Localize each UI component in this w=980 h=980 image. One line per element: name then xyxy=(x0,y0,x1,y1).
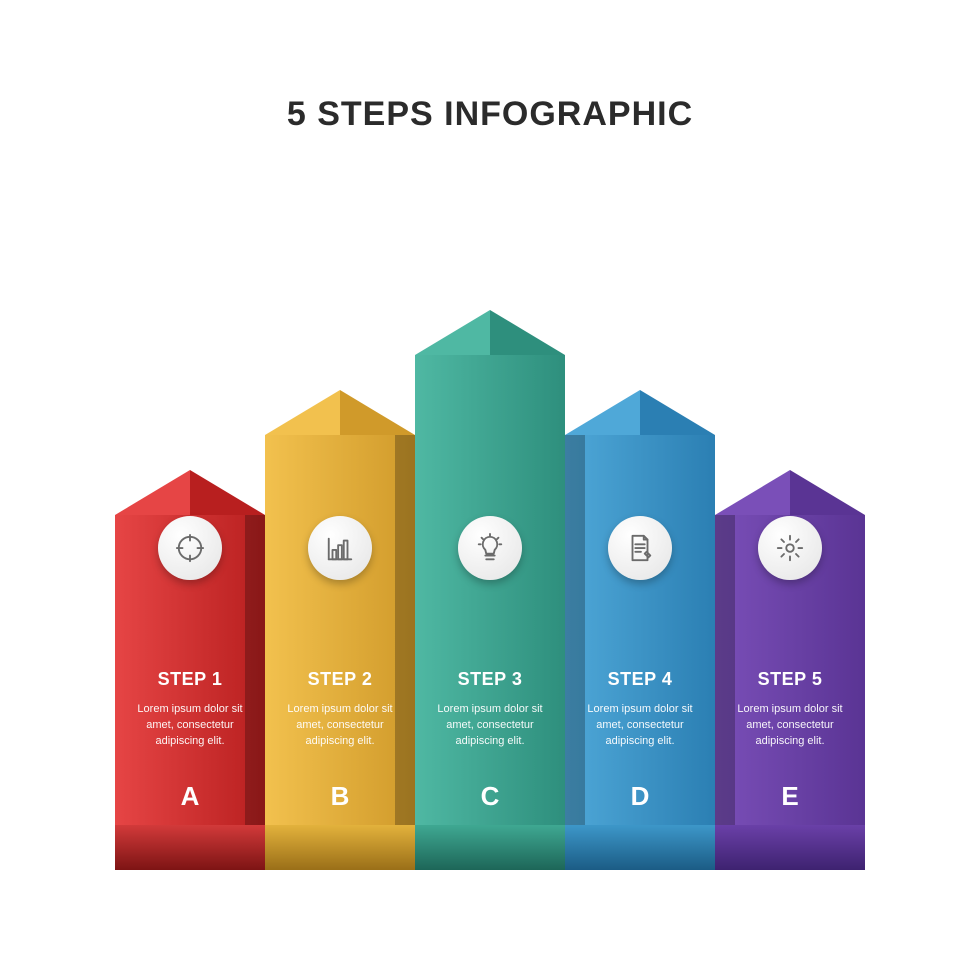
arrow-fold xyxy=(565,825,715,870)
step-column-d: STEP 4 Lorem ipsum dolor sit amet, consec… xyxy=(565,390,715,870)
step-description: Lorem ipsum dolor sit amet, consectetur … xyxy=(579,702,701,750)
step-letter: E xyxy=(715,781,865,812)
step-column-a: STEP 1 Lorem ipsum dolor sit amet, consec… xyxy=(115,470,265,870)
step-content: STEP 5 Lorem ipsum dolor sit amet, consec… xyxy=(715,669,865,750)
overlap-shadow xyxy=(565,435,585,825)
arrow-fold xyxy=(265,825,415,870)
arrow-shaft xyxy=(265,435,415,825)
arrow-head xyxy=(265,390,415,435)
overlap-shadow xyxy=(395,435,415,825)
arrow-head xyxy=(565,390,715,435)
step-column-c: STEP 3 Lorem ipsum dolor sit amet, consec… xyxy=(415,310,565,870)
step-content: STEP 1 Lorem ipsum dolor sit amet, consec… xyxy=(115,669,265,750)
arrow-fold xyxy=(115,825,265,870)
bar-chart-icon xyxy=(308,516,372,580)
infographic-canvas: 5 STEPS INFOGRAPHIC STEP 1 Lorem ipsum do… xyxy=(0,0,980,980)
step-description: Lorem ipsum dolor sit amet, consectetur … xyxy=(429,702,551,750)
step-label: STEP 2 xyxy=(279,669,401,690)
step-content: STEP 3 Lorem ipsum dolor sit amet, consec… xyxy=(415,669,565,750)
document-icon xyxy=(608,516,672,580)
step-letter: B xyxy=(265,781,415,812)
step-letter: A xyxy=(115,781,265,812)
step-label: STEP 5 xyxy=(729,669,851,690)
step-content: STEP 2 Lorem ipsum dolor sit amet, consec… xyxy=(265,669,415,750)
step-letter: C xyxy=(415,781,565,812)
columns-container: STEP 1 Lorem ipsum dolor sit amet, consec… xyxy=(115,220,865,870)
arrow-shaft xyxy=(415,355,565,825)
step-description: Lorem ipsum dolor sit amet, consectetur … xyxy=(729,702,851,750)
arrow-head xyxy=(715,470,865,515)
step-column-b: STEP 2 Lorem ipsum dolor sit amet, consec… xyxy=(265,390,415,870)
arrow-fold xyxy=(715,825,865,870)
page-title: 5 STEPS INFOGRAPHIC xyxy=(0,95,980,134)
arrow-head xyxy=(115,470,265,515)
step-column-e: STEP 5 Lorem ipsum dolor sit amet, consec… xyxy=(715,470,865,870)
step-content: STEP 4 Lorem ipsum dolor sit amet, consec… xyxy=(565,669,715,750)
arrow-fold xyxy=(415,825,565,870)
step-label: STEP 3 xyxy=(429,669,551,690)
step-description: Lorem ipsum dolor sit amet, consectetur … xyxy=(279,702,401,750)
lightbulb-icon xyxy=(458,516,522,580)
step-letter: D xyxy=(565,781,715,812)
step-label: STEP 4 xyxy=(579,669,701,690)
gear-icon xyxy=(758,516,822,580)
target-icon xyxy=(158,516,222,580)
step-description: Lorem ipsum dolor sit amet, consectetur … xyxy=(129,702,251,750)
arrow-head xyxy=(415,310,565,355)
arrow-shaft xyxy=(565,435,715,825)
step-label: STEP 1 xyxy=(129,669,251,690)
